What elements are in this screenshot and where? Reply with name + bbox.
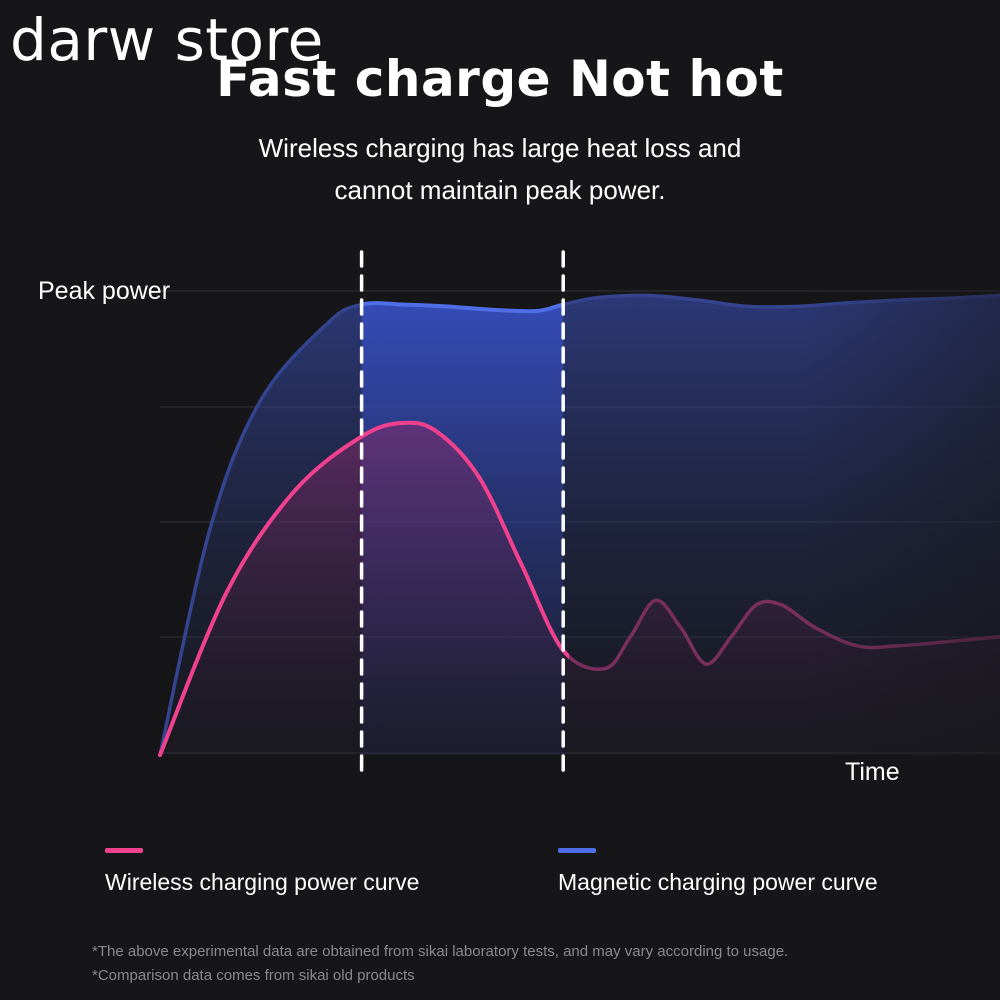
footnote-2: *Comparison data comes from sikai old pr…	[92, 967, 415, 984]
y-axis-label: Peak power	[38, 277, 171, 305]
subtitle: Wireless charging has large heat loss an…	[0, 127, 1000, 211]
legend-swatch-wireless	[105, 848, 143, 853]
legend-label-magnetic: Magnetic charging power curve	[558, 869, 878, 895]
magnetic-series-line-highlight	[361, 301, 564, 314]
subtitle-line-1: Wireless charging has large heat loss an…	[258, 133, 742, 163]
right-fade-overlay	[560, 260, 1000, 760]
subtitle-line-2: cannot maintain peak power.	[334, 175, 666, 205]
legend-swatch-magnetic	[558, 848, 596, 853]
store-watermark: darw store	[10, 6, 324, 74]
headline: Fast charge Not hot	[216, 50, 784, 108]
footnote-1: *The above experimental data are obtaine…	[92, 943, 789, 960]
curve-lines	[158, 260, 1000, 760]
highlight-dividers	[359, 250, 565, 780]
legend-label-wireless: Wireless charging power curve	[105, 869, 420, 895]
x-axis-label: Time	[845, 758, 900, 786]
wireless-series-line-highlight	[158, 420, 570, 757]
